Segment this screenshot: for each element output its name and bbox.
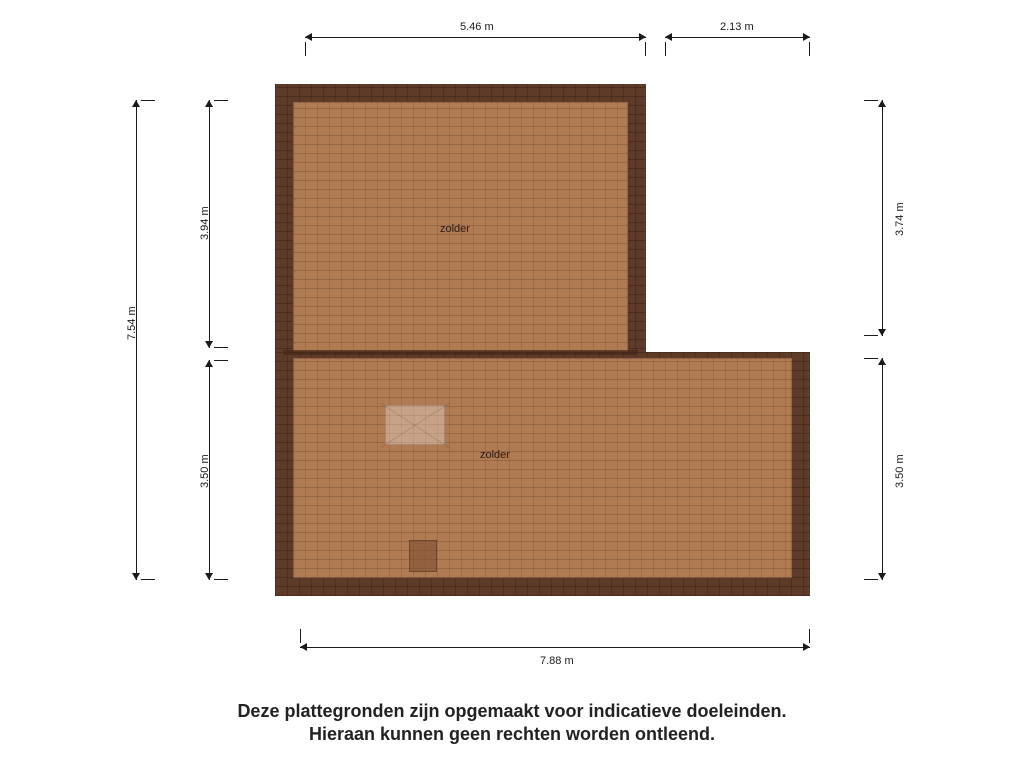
room-label-upper: zolder	[440, 223, 470, 235]
dim-label: 3.50 m	[199, 454, 211, 488]
dim-left-3.94: 3.94 m	[209, 100, 210, 348]
dim-right-3.74: 3.74 m	[882, 100, 883, 336]
dim-label: 3.50 m	[894, 454, 906, 488]
dim-label: 2.13 m	[720, 21, 754, 33]
dim-label: 3.94 m	[199, 206, 211, 240]
room-label-lower: zolder	[480, 449, 510, 461]
roof-fill-lower	[293, 358, 792, 578]
roof-plan: zolder zolder	[275, 84, 810, 596]
dim-right-3.50: 3.50 m	[882, 358, 883, 580]
dim-left-7.54: 7.54 m	[136, 100, 137, 580]
dim-label: 5.46 m	[460, 21, 494, 33]
plan-cutout	[646, 84, 810, 338]
dim-left-3.50: 3.50 m	[209, 360, 210, 580]
dim-top-2.13: 2.13 m	[665, 37, 810, 38]
dim-label: 7.54 m	[126, 306, 138, 340]
skylight	[385, 405, 445, 445]
dim-bot-7.88: 7.88 m	[300, 647, 810, 648]
roof-ridge	[283, 350, 638, 355]
dim-label: 3.74 m	[894, 202, 906, 236]
roof-hatch	[409, 540, 437, 572]
floorplan-canvas: zolder zolder 5.46 m 2.13 m 7.88 m	[0, 0, 1024, 768]
dim-top-5.46: 5.46 m	[305, 37, 646, 38]
dim-label: 7.88 m	[540, 655, 574, 667]
caption-line-1: Deze plattegronden zijn opgemaakt voor i…	[0, 700, 1024, 723]
disclaimer-caption: Deze plattegronden zijn opgemaakt voor i…	[0, 700, 1024, 747]
caption-line-2: Hieraan kunnen geen rechten worden ontle…	[0, 723, 1024, 746]
